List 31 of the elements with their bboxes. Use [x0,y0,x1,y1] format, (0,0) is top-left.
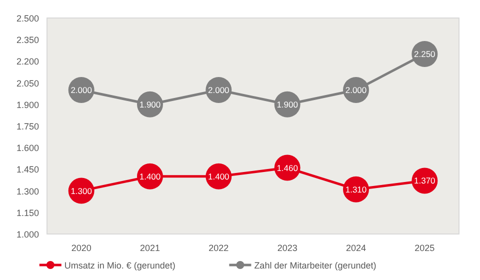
legend-label: Umsatz in Mio. € (gerundet) [64,260,176,270]
y-tick-label: 1.300 [16,186,39,196]
data-label: 1.900 [276,99,298,110]
y-tick-label: 2.200 [16,56,39,67]
x-tick-label: 2023 [277,243,298,253]
data-label: 1.900 [139,99,161,110]
x-tick-label: 2022 [208,243,229,253]
data-label: 2.000 [345,85,367,95]
data-label: 1.400 [208,171,230,182]
y-tick-label: 1.000 [16,230,39,240]
data-label: 1.310 [345,184,367,194]
data-label: 2.000 [70,85,92,95]
legend-label: Zahl der Mitarbeiter (gerundet) [254,260,376,270]
data-label: 1.370 [414,176,436,186]
data-label: 2.000 [208,85,230,95]
y-tick-label: 1.900 [16,100,39,110]
data-label: 1.300 [70,186,92,196]
y-tick-label: 1.450 [16,164,39,175]
data-label: 2.250 [414,49,436,59]
x-tick-label: 2021 [140,243,160,253]
x-tick-label: 2024 [346,243,366,253]
x-tick-label: 2020 [71,243,92,253]
y-tick-label: 2.350 [16,35,39,46]
y-tick-label: 1.750 [16,122,39,132]
data-label: 1.460 [276,162,298,173]
y-tick-label: 2.500 [16,14,39,24]
y-tick-label: 2.050 [16,78,39,88]
data-label: 1.400 [139,171,161,182]
y-tick-label: 1.150 [16,208,39,218]
y-tick-label: 1.600 [16,143,39,154]
x-tick-label: 2025 [414,243,435,253]
